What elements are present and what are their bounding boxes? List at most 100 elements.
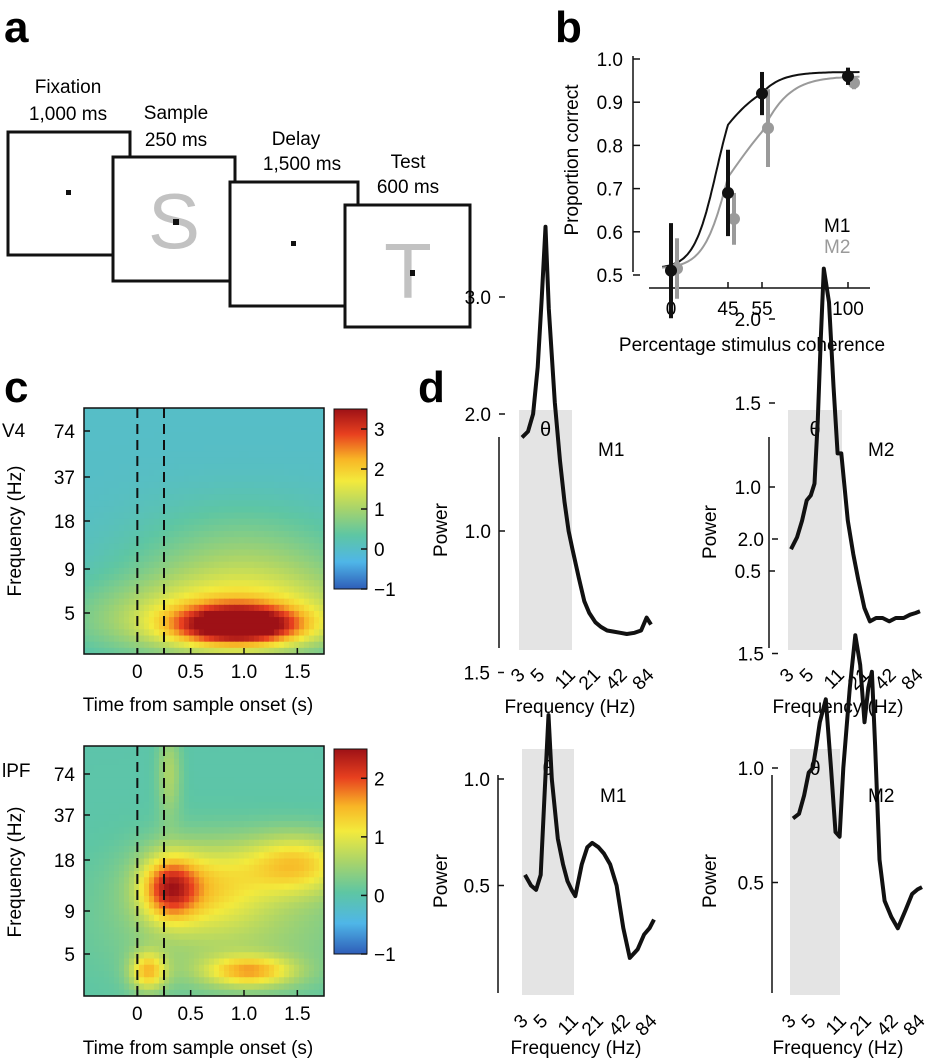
heatmap-cell [104,952,110,960]
heatmap-cell [249,635,255,643]
heatmap-cell [164,549,170,557]
heatmap-cell [189,604,195,612]
heatmap-cell [94,789,100,797]
heatmap-cell [294,808,300,816]
heatmap-cell [199,408,205,415]
heatmap-cell [264,908,270,916]
heatmap-cell [144,964,150,972]
heatmap-cell [304,537,310,544]
heatmap-cell [224,827,230,835]
heatmap-cell [139,574,145,581]
y-axis-label: Power [700,504,721,559]
heatmap-cell [304,958,310,966]
heatmap-cell [174,524,180,532]
heatmap-cell [294,580,300,587]
heatmap-cell [139,827,145,835]
heatmap-cell [209,889,215,897]
heatmap-cell [149,902,155,910]
heatmap-cell [84,821,90,828]
heatmap-cell [89,549,95,557]
heatmap-cell [159,506,165,514]
heatmap-cell [244,752,250,760]
heatmap-cell [264,764,270,772]
heatmap-cell [214,921,220,928]
heatmap-cell [229,408,235,415]
heatmap-cell [119,964,125,972]
heatmap-cell [284,426,290,434]
heatmap-cell [124,623,130,630]
heatmap-cell [119,469,125,477]
heatmap-cell [114,914,120,922]
heatmap-cell [299,871,305,878]
heatmap-cell [124,555,130,563]
heatmap-cell [84,939,90,947]
heatmap-cell [144,604,150,612]
heatmap-cell [319,852,325,860]
heatmap-cell [264,457,270,464]
heatmap-cell [234,846,240,853]
heatmap-cell [94,494,100,501]
heatmap-cell [299,896,305,903]
heatmap-cell [184,771,190,778]
heatmap-cell [174,752,180,760]
heatmap-cell [119,481,125,489]
heatmap-cell [264,574,270,581]
heatmap-cell [114,771,120,778]
heatmap-cell [179,771,185,778]
heatmap-cell [309,989,315,997]
heatmap-cell [264,771,270,778]
heatmap-cell [224,463,230,471]
heatmap-cell [254,989,260,997]
heatmap-cell [164,408,170,415]
heatmap-cell [124,481,130,489]
heatmap-cell [299,610,305,618]
heatmap-cell [274,641,280,649]
heatmap-cell [184,933,190,941]
heatmap-cell [94,543,100,551]
heatmap-cell [99,964,105,972]
heatmap-cell [279,764,285,772]
heatmap-cell [124,438,130,446]
heatmap-cell [109,952,115,960]
heatmap-cell [279,555,285,563]
heatmap-cell [144,827,150,835]
heatmap-cell [104,921,110,928]
heatmap-cell [179,623,185,630]
heatmap-cell [89,789,95,797]
heatmap-cell [229,610,235,618]
heatmap-cell [109,610,115,618]
heatmap-cell [274,481,280,489]
heatmap-cell [154,426,160,434]
heatmap-cell [234,580,240,587]
heatmap-cell [279,487,285,495]
heatmap-cell [189,758,195,766]
heatmap-cell [169,617,175,624]
heatmap-cell [294,512,300,520]
heatmap-cell [269,623,275,630]
heatmap-cell [289,438,295,446]
heatmap-cell [179,921,185,928]
heatmap-cell [199,883,205,891]
heatmap-cell [304,475,310,483]
heatmap-cell [104,977,110,985]
heatmap-cell [224,598,230,606]
heatmap-cell [289,927,295,935]
heatmap-cell [179,789,185,797]
heatmap-cell [294,889,300,897]
heatmap-cell [249,864,255,872]
heatmap-cell [154,939,160,947]
heatmap-cell [189,451,195,458]
heatmap-cell [269,481,275,489]
heatmap-cell [179,408,185,415]
heatmap-cell [179,827,185,835]
heatmap-cell [299,846,305,853]
heatmap-cell [204,871,210,878]
heatmap-cell [104,506,110,514]
y-axis-label: Power [700,853,721,908]
heatmap-cell [114,789,120,797]
heatmap-cell [99,623,105,630]
heatmap-cell [164,518,170,526]
heatmap-cell [219,635,225,643]
heatmap-cell [244,764,250,772]
heatmap-cell [289,635,295,643]
